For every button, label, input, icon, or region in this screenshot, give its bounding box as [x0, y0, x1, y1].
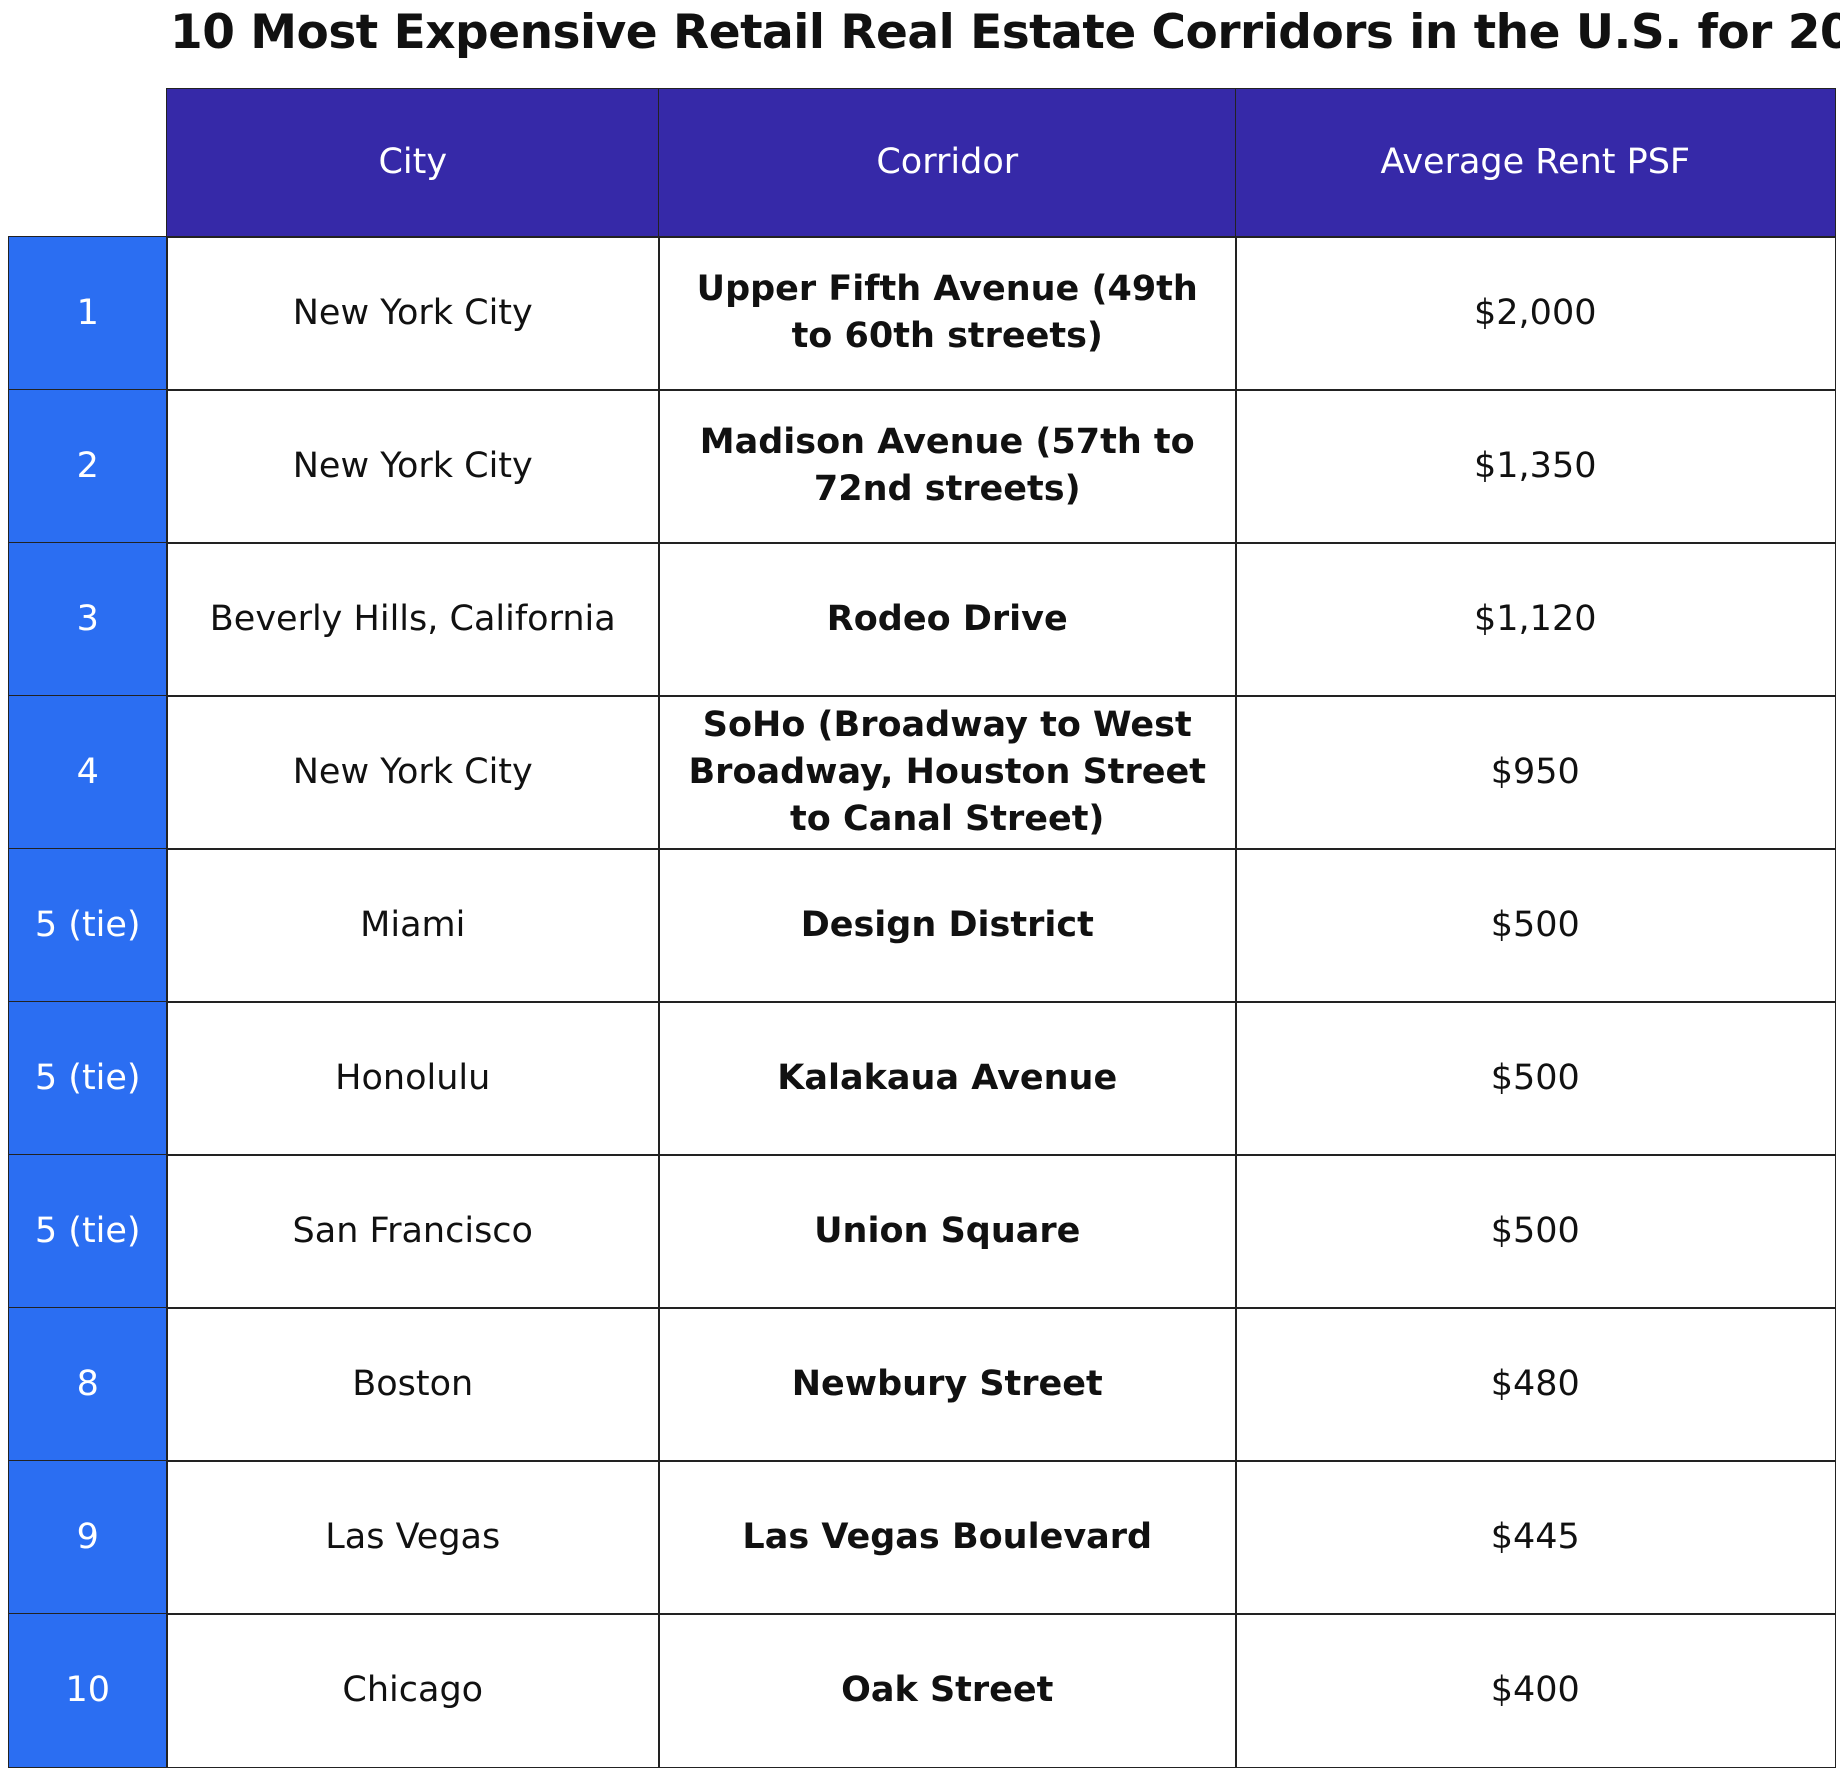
- header-cell: Corridor: [658, 88, 1237, 238]
- rent-cell: $480: [1235, 1307, 1836, 1462]
- city-cell: San Francisco: [166, 1154, 660, 1309]
- corridor-cell: Newbury Street: [658, 1307, 1237, 1462]
- rank-cell: 2: [8, 389, 168, 544]
- city-cell: Boston: [166, 1307, 660, 1462]
- city-cell: New York City: [166, 695, 660, 850]
- corridor-cell: Rodeo Drive: [658, 542, 1237, 697]
- city-cell: Las Vegas: [166, 1460, 660, 1615]
- header-cell: City: [166, 88, 660, 238]
- rank-cell: 3: [8, 542, 168, 697]
- city-cell: Chicago: [166, 1613, 660, 1768]
- title: 10 Most Expensive Retail Real Estate Cor…: [170, 5, 1840, 60]
- corridor-cell: Union Square: [658, 1154, 1237, 1309]
- city-cell: Beverly Hills, California: [166, 542, 660, 697]
- corridor-cell: Las Vegas Boulevard: [658, 1460, 1237, 1615]
- rent-cell: $400: [1235, 1613, 1836, 1768]
- header-cell: Average Rent PSF: [1235, 88, 1836, 238]
- corridor-cell: Kalakaua Avenue: [658, 1001, 1237, 1156]
- rank-cell: 1: [8, 236, 168, 391]
- corridor-cell: Madison Avenue (57th to 72nd streets): [658, 389, 1237, 544]
- city-cell: New York City: [166, 236, 660, 391]
- rent-cell: $1,120: [1235, 542, 1836, 697]
- rank-cell: 4: [8, 695, 168, 850]
- corridor-cell: Design District: [658, 848, 1237, 1003]
- rank-cell: 9: [8, 1460, 168, 1615]
- rent-cell: $445: [1235, 1460, 1836, 1615]
- city-cell: Miami: [166, 848, 660, 1003]
- rent-cell: $500: [1235, 1001, 1836, 1156]
- rent-cell: $950: [1235, 695, 1836, 850]
- rank-cell: 5 (tie): [8, 1001, 168, 1156]
- rent-cell: $500: [1235, 848, 1836, 1003]
- rent-cell: $1,350: [1235, 389, 1836, 544]
- corridor-cell: Oak Street: [658, 1613, 1237, 1768]
- city-cell: New York City: [166, 389, 660, 544]
- corridor-cell: Upper Fifth Avenue (49th to 60th streets…: [658, 236, 1237, 391]
- rank-cell: 8: [8, 1307, 168, 1462]
- rent-cell: $2,000: [1235, 236, 1836, 391]
- corridor-cell: SoHo (Broadway to West Broadway, Houston…: [658, 695, 1237, 850]
- rank-cell: 5 (tie): [8, 1154, 168, 1309]
- city-cell: Honolulu: [166, 1001, 660, 1156]
- rent-cell: $500: [1235, 1154, 1836, 1309]
- rank-cell: 10: [8, 1613, 168, 1768]
- rank-cell: 5 (tie): [8, 848, 168, 1003]
